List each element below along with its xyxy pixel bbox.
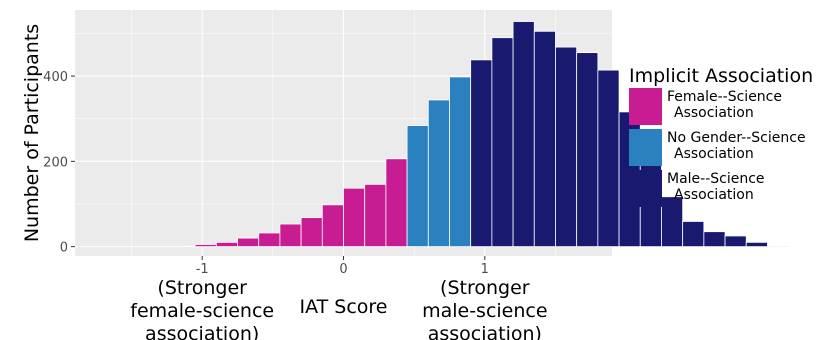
histogram-bar	[703, 231, 726, 248]
legend-swatch-female	[629, 88, 662, 125]
x-axis: -1 0 1	[196, 256, 489, 277]
x-annotations: (Stronger female-science association) (Stro…	[130, 277, 547, 340]
histogram-bar	[237, 237, 260, 248]
legend-label-male: Male--Science Association	[667, 171, 765, 203]
histogram-bar	[597, 69, 620, 248]
histogram-bar	[385, 158, 408, 248]
legend: Implicit Association Female--Science Asso…	[629, 65, 813, 207]
legend-title: Implicit Association	[629, 65, 813, 87]
x-tick-label: 0	[339, 262, 347, 277]
y-tick-label: 0	[60, 241, 68, 256]
histogram-bar	[661, 196, 684, 248]
x-annotation: (Stronger female-science association)	[130, 277, 274, 340]
histogram-bar	[194, 244, 217, 248]
histogram-bar	[682, 221, 705, 248]
legend-label-female: Female--Science Association	[667, 89, 782, 121]
y-tick-label: 400	[43, 70, 68, 85]
histogram-bar	[576, 52, 599, 248]
histogram-bar	[491, 37, 514, 248]
histogram-bar	[555, 46, 578, 248]
histogram-bar	[745, 241, 768, 248]
x-annotation: (Stronger male-science association)	[422, 277, 547, 340]
y-axis-title: Number of Participants	[21, 24, 43, 242]
legend-swatch-none	[629, 129, 662, 166]
histogram-bar	[300, 217, 323, 248]
histogram-bar	[512, 21, 535, 248]
histogram-bar	[406, 125, 429, 248]
x-tick-label: -1	[196, 262, 209, 277]
histogram-bar	[470, 59, 493, 248]
histogram-bar	[258, 232, 281, 248]
y-tick-label: 200	[43, 155, 68, 170]
histogram-bar	[427, 99, 450, 248]
histogram-bar	[449, 76, 472, 248]
histogram-bar	[767, 245, 790, 248]
histogram-bar	[343, 187, 366, 248]
histogram-bar	[533, 30, 556, 248]
histogram-bar	[724, 235, 747, 248]
histogram-bar	[321, 204, 344, 248]
legend-label-none: No Gender--Science Association	[667, 130, 806, 162]
histogram-bar	[364, 183, 387, 248]
x-axis-title: IAT Score	[300, 296, 388, 318]
histogram-bar	[279, 223, 302, 248]
x-tick-label: 1	[481, 262, 489, 277]
legend-swatch-male	[629, 170, 662, 207]
y-axis: 0 200 400	[43, 70, 75, 256]
histogram-bar	[215, 241, 238, 248]
